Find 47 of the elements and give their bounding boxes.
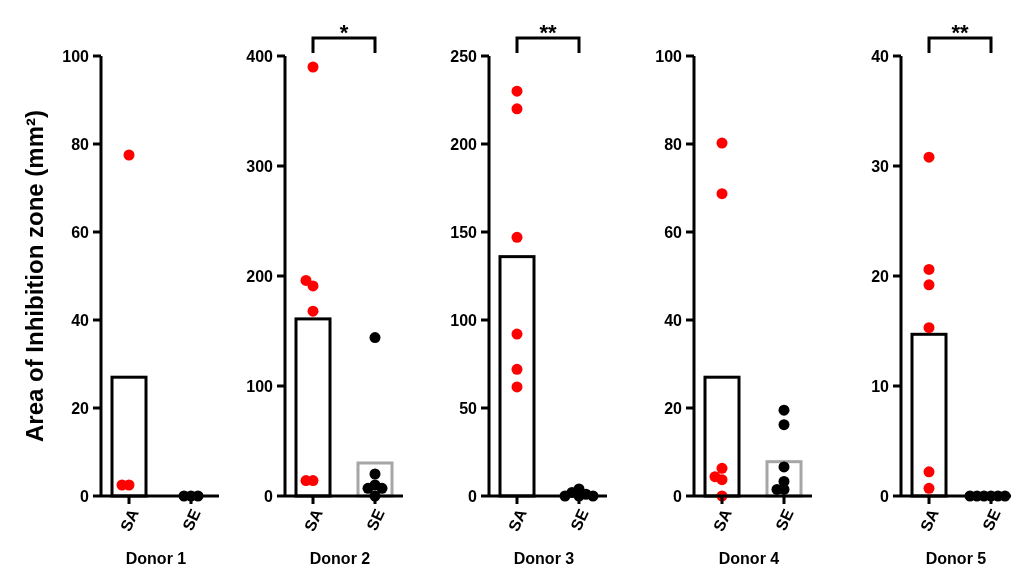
x-axis-title: Donor 1 (125, 550, 187, 567)
y-tick-label: 60 (71, 223, 90, 241)
y-tick-label: 0 (80, 487, 90, 505)
y-tick-label: 20 (71, 399, 90, 417)
y-tick-label: 0 (468, 487, 478, 505)
y-tick-label: 20 (871, 267, 890, 285)
x-axis-title: Donor 4 (718, 550, 780, 567)
y-tick-label: 400 (246, 47, 274, 65)
y-tick-label: 100 (655, 47, 683, 65)
y-tick-label: 250 (450, 47, 478, 65)
x-axis-title: Donor 5 (925, 550, 987, 567)
x-tick-label: SA (709, 506, 735, 534)
y-tick-label: 30 (871, 157, 890, 175)
text: ** (951, 20, 969, 46)
x-tick-label: SE (567, 506, 592, 533)
y-tick-label: 0 (673, 487, 683, 505)
y-tick-label: 10 (871, 377, 890, 395)
y-tick-label: 40 (71, 311, 90, 329)
y-tick-label: 80 (71, 135, 90, 153)
x-tick-label: SA (116, 506, 142, 534)
y-tick-label: 80 (664, 135, 683, 153)
x-tick-label: SA (504, 506, 530, 534)
y-tick-label: 0 (880, 487, 890, 505)
x-tick-label: SA (916, 506, 942, 534)
x-tick-label: SE (179, 506, 204, 533)
y-axis-title: Area of Inhibition zone (mm²) (21, 110, 48, 442)
y-tick-label: 20 (664, 399, 683, 417)
y-tick-label: 0 (264, 487, 274, 505)
x-axis-title: Donor 2 (309, 550, 371, 567)
x-axis-title: Donor 3 (513, 550, 575, 567)
x-tick-label: SE (772, 506, 797, 533)
x-tick-label: SE (979, 506, 1004, 533)
x-tick-label: SE (363, 506, 388, 533)
text: * (339, 20, 349, 46)
y-tick-label: 200 (246, 267, 274, 285)
y-tick-label: 100 (62, 47, 90, 65)
y-tick-label: 150 (450, 223, 478, 241)
y-tick-label: 200 (450, 135, 478, 153)
x-tick-label: SA (300, 506, 326, 534)
y-tick-label: 300 (246, 157, 274, 175)
y-tick-label: 40 (871, 47, 890, 65)
text: ** (539, 20, 557, 46)
y-tick-label: 60 (664, 223, 683, 241)
y-tick-label: 100 (246, 377, 274, 395)
y-tick-label: 100 (450, 311, 478, 329)
y-tick-label: 50 (459, 399, 478, 417)
y-tick-label: 40 (664, 311, 683, 329)
